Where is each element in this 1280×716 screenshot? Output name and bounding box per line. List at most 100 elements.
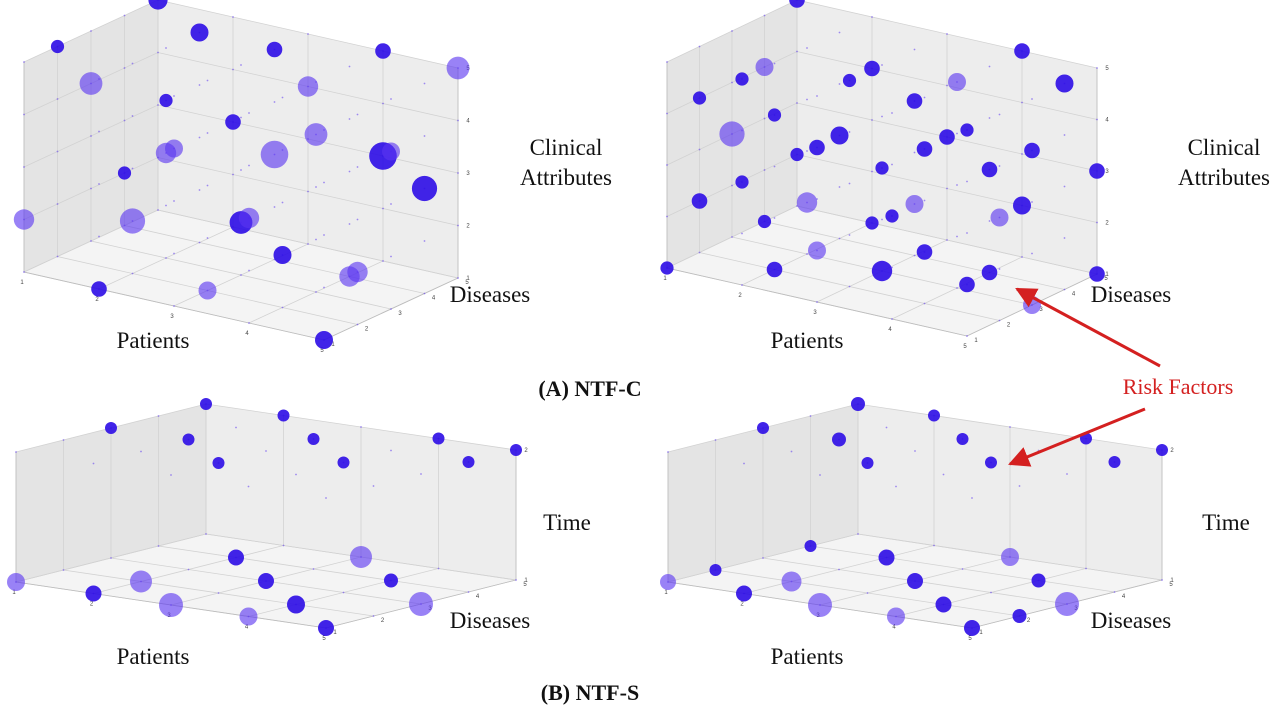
data-point	[861, 457, 874, 469]
lattice-dot	[110, 557, 112, 559]
data-point	[190, 23, 209, 42]
lattice-dot	[420, 473, 422, 475]
lattice-dot	[1031, 252, 1033, 255]
lattice-dot	[946, 84, 948, 87]
data-point	[304, 123, 328, 146]
lattice-dot	[457, 277, 459, 279]
data-point	[266, 41, 283, 58]
z-tick-label: 1	[466, 276, 470, 282]
lattice-dot	[206, 237, 209, 239]
data-point	[692, 91, 707, 105]
lattice-dot	[282, 544, 285, 547]
clinical-attributes-label-a-left: Clinical Attributes	[520, 135, 612, 190]
x-tick-label: 1	[663, 276, 667, 282]
lattice-dot	[356, 323, 359, 326]
lattice-dot	[763, 117, 766, 120]
x-tick-label: 5	[968, 636, 972, 642]
z-tick-label: 4	[466, 119, 470, 125]
data-point	[735, 175, 749, 189]
data-point	[808, 593, 832, 617]
data-point	[865, 216, 879, 230]
diseases-label-a-right: Diseases	[1091, 282, 1172, 307]
lattice-dot	[698, 45, 701, 48]
caption-ntf-c: (A) NTF-C	[538, 376, 641, 401]
data-point	[885, 209, 899, 223]
x-tick-label: 2	[90, 602, 94, 608]
data-point	[432, 432, 445, 445]
data-point	[871, 260, 893, 282]
data-point	[928, 409, 940, 422]
lattice-dot	[731, 81, 733, 84]
lattice-dot	[165, 47, 167, 49]
lattice-dot	[98, 235, 100, 238]
lattice-dot	[423, 82, 426, 85]
lattice-dot	[382, 207, 384, 210]
lattice-dot	[206, 132, 209, 134]
lattice-dot	[961, 568, 964, 570]
diseases-label-b-right: Diseases	[1091, 608, 1172, 633]
data-point	[1055, 74, 1074, 93]
data-point	[709, 564, 722, 576]
data-point	[781, 571, 802, 592]
lattice-dot	[714, 439, 717, 441]
lattice-dot	[457, 172, 459, 174]
lattice-dot	[741, 284, 743, 286]
lattice-dot	[467, 591, 470, 593]
lattice-dot	[423, 240, 426, 242]
y-tick-label: 4	[476, 594, 480, 600]
lattice-dot	[187, 568, 190, 571]
data-point	[1089, 163, 1105, 179]
lattice-dot	[848, 285, 851, 288]
lattice-dot	[98, 183, 100, 185]
lattice-dot	[971, 497, 973, 499]
data-point	[1031, 573, 1046, 588]
lattice-dot	[206, 79, 209, 82]
patients-label-a-right: Patients	[771, 328, 844, 353]
lattice-dot	[382, 260, 384, 262]
lattice-dot	[325, 497, 327, 499]
lattice-dot	[23, 61, 25, 63]
data-point	[273, 246, 292, 264]
z-tick-label: 2	[1105, 221, 1109, 227]
lattice-dot	[123, 119, 126, 122]
lattice-dot	[62, 439, 65, 441]
lattice-dot	[157, 415, 160, 417]
lattice-dot	[248, 269, 250, 272]
time-label-b-left: Time	[543, 510, 591, 535]
data-point	[384, 573, 398, 588]
lattice-dot	[232, 173, 234, 176]
data-point	[148, 0, 168, 10]
lattice-dot	[382, 102, 384, 105]
lattice-dot	[871, 119, 873, 121]
lattice-dot	[23, 113, 25, 116]
lattice-dot	[315, 186, 317, 188]
lattice-dot	[956, 132, 958, 135]
lattice-dot	[731, 30, 733, 32]
lattice-dot	[315, 291, 317, 293]
lattice-dot	[131, 62, 134, 65]
data-point	[990, 208, 1009, 227]
z-tick-label: 2	[1170, 448, 1174, 454]
data-point	[1001, 548, 1019, 566]
data-point	[350, 546, 372, 568]
data-point	[985, 456, 997, 469]
lattice-dot	[667, 451, 669, 453]
lattice-dot	[348, 223, 351, 225]
lattice-dot	[1021, 153, 1023, 155]
lattice-dot	[809, 415, 812, 417]
lattice-dot	[698, 251, 701, 254]
lattice-dot	[323, 181, 325, 184]
lattice-dot	[838, 568, 840, 571]
data-point	[182, 433, 195, 446]
lattice-dot	[232, 68, 234, 71]
lattice-dot	[923, 199, 926, 202]
data-point	[297, 76, 319, 97]
lattice-dot	[56, 98, 59, 100]
data-point	[905, 195, 924, 213]
lattice-dot	[90, 187, 92, 190]
lattice-dot	[170, 474, 172, 476]
lattice-dot	[666, 112, 668, 115]
data-point	[411, 175, 438, 202]
lattice-dot	[966, 335, 968, 337]
lattice-dot	[307, 190, 309, 193]
